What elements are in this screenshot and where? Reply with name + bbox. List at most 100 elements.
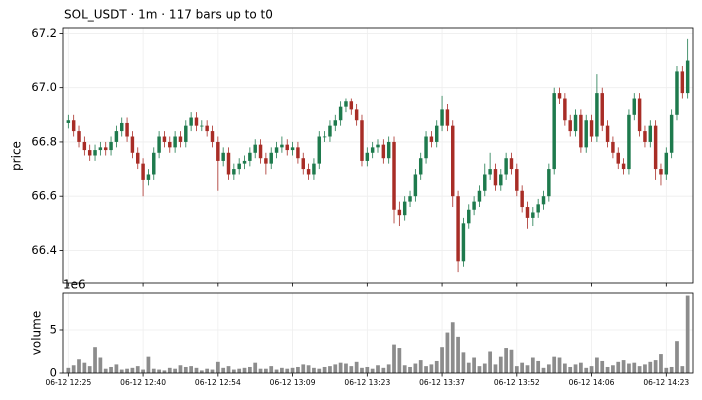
chart-title: SOL_USDT · 1m · 117 bars up to t0 [64,8,273,22]
candle-body [232,169,236,175]
volume-bar [450,322,455,373]
volume-bar [194,367,199,373]
candle-body [424,136,428,159]
candle-body [226,152,231,175]
candle-body [87,150,92,156]
candle-body [82,141,87,151]
candle-body [408,196,412,202]
volume-bar [349,366,354,373]
candle-body [376,144,380,148]
candle-body [509,158,514,170]
volume-bar [680,366,685,373]
volume-bar [408,366,412,373]
candle-body [125,122,129,137]
candle-body [77,131,81,142]
candle-body [402,201,407,216]
volume-bar [333,364,338,373]
candle-body [168,141,172,148]
candle-body [472,201,476,210]
volume-bar [621,360,626,373]
volume-bar [167,367,172,373]
volume-bar [520,362,525,373]
volume-bar [205,368,210,373]
volume-bar [157,369,161,373]
y-axis-label: volume [30,311,44,355]
y-axis-label: price [10,141,24,171]
volume-bar [280,367,284,373]
candle-body [189,117,193,126]
y-tick-label: 66.8 [31,134,57,148]
candle-body [344,101,348,107]
volume-bar [579,362,583,373]
candle-body [541,196,546,205]
candle-body [333,120,338,126]
volume-bar [557,357,562,373]
candle-body [98,147,103,151]
candle-body [445,109,450,126]
candle-body [221,152,225,161]
candle-body [210,131,215,142]
candle-body [515,169,519,191]
volume-bar [600,360,605,373]
y-tick-label: 0 [50,366,57,380]
volume-bar [685,295,690,373]
candle-body [659,169,663,175]
volume-bar [456,336,460,373]
candle-body [675,71,679,115]
volume-bar [178,365,183,373]
volume-bar [125,368,129,373]
volume-bar [221,367,226,373]
volume-bar [173,368,177,373]
candle-body [328,125,332,137]
candle-body [648,125,653,142]
volume-bar [632,362,637,373]
volume-bar [509,349,514,373]
candle-body [152,152,156,175]
volume-bar [109,366,113,373]
candle-body [370,147,375,153]
candle-body [280,144,284,148]
volume-bar [66,367,71,373]
volume-bar [472,357,476,373]
volume-bar [114,364,119,373]
candle-body [338,106,343,121]
volume-bar [488,351,492,373]
volume-bar [568,366,573,373]
x-tick-label: 06-12 13:52 [494,378,540,387]
volume-bar [231,369,236,373]
volume-bar [637,366,642,373]
candle-body [66,120,71,123]
candle-body [605,125,610,142]
volume-bar [189,366,194,373]
volume-bar [525,365,530,373]
plot-frame [62,27,694,284]
volume-bar [605,366,610,373]
candle-body [600,93,604,126]
x-tick-label: 06-12 13:23 [344,378,390,387]
candle-body [301,158,305,170]
volume-bar [328,366,332,373]
volume-bar [365,366,370,373]
x-tick-label: 06-12 12:54 [195,378,241,387]
candle-body [200,125,204,127]
volume-bar [338,362,343,373]
x-tick-label: 06-12 14:06 [569,378,615,387]
candle-body [536,204,540,213]
volume-bar [546,364,551,373]
candle-body [461,223,466,262]
volume-bar [322,366,327,373]
candle-body [552,93,556,170]
candle-body [504,158,508,175]
volume-bar [162,370,167,373]
volume-bar [317,368,322,373]
candle-body [93,150,97,156]
volume-bar [253,362,258,373]
volume-bar [215,361,220,373]
volume-bar [429,364,434,373]
volume-bar [130,367,135,373]
x-tick-label: 06-12 12:25 [45,378,91,387]
volume-bar [659,354,663,373]
candle-body [579,114,583,148]
candle-body [162,136,167,142]
volume-bar [199,370,204,373]
